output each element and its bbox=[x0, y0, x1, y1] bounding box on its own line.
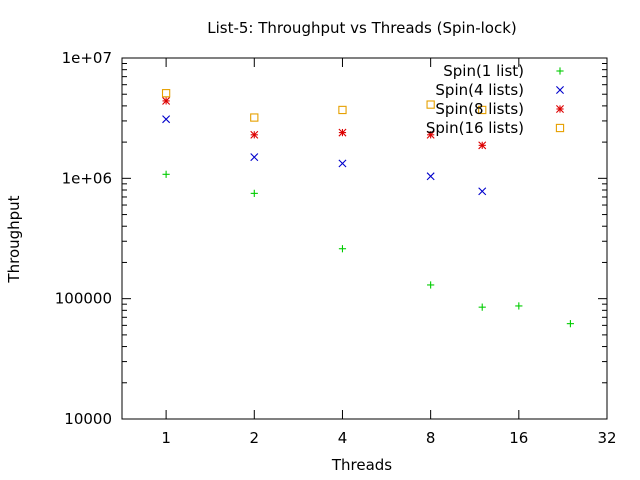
x-tick-label: 16 bbox=[509, 429, 528, 447]
x-tick-labels: 1 2 4 8 16 32 bbox=[161, 429, 616, 447]
data-point bbox=[515, 302, 523, 310]
data-point bbox=[478, 187, 487, 196]
legend: Spin(1 list)Spin(4 lists)Spin(8 lists)Sp… bbox=[426, 62, 565, 137]
legend-label: Spin(8 lists) bbox=[435, 100, 524, 118]
legend-label: Spin(4 lists) bbox=[435, 81, 524, 99]
data-point bbox=[338, 105, 347, 115]
data-point bbox=[250, 130, 259, 139]
x-axis-label: Threads bbox=[331, 456, 392, 474]
chart-title: List-5: Throughput vs Threads (Spin-lock… bbox=[207, 19, 517, 37]
series bbox=[162, 170, 575, 328]
data-point bbox=[162, 115, 171, 124]
series bbox=[162, 96, 487, 150]
y-tick-label: 100000 bbox=[55, 290, 112, 308]
y-tick-labels: 10000 100000 1e+06 1e+07 bbox=[55, 49, 112, 428]
data-point bbox=[426, 100, 435, 109]
data-point bbox=[426, 130, 435, 139]
axis-ticks bbox=[122, 57, 608, 420]
legend-marker bbox=[556, 67, 564, 75]
x-tick-label: 32 bbox=[597, 429, 616, 447]
x-tick-label: 1 bbox=[161, 429, 171, 447]
legend-marker bbox=[556, 105, 564, 113]
y-tick-label: 10000 bbox=[64, 410, 112, 428]
data-point bbox=[478, 303, 486, 311]
data-point bbox=[250, 153, 259, 162]
data-point bbox=[338, 128, 347, 137]
data-point bbox=[250, 189, 258, 197]
data-point bbox=[338, 245, 347, 253]
data-points bbox=[161, 89, 575, 328]
series bbox=[161, 89, 487, 122]
y-axis-label: Throughput bbox=[5, 195, 23, 283]
legend-label: Spin(16 lists) bbox=[426, 119, 524, 137]
data-point bbox=[250, 113, 259, 122]
legend-marker bbox=[556, 86, 564, 94]
data-point bbox=[162, 96, 171, 105]
data-point bbox=[162, 170, 170, 178]
data-point bbox=[478, 105, 487, 115]
legend-label: Spin(1 list) bbox=[443, 62, 524, 80]
data-point bbox=[427, 281, 435, 289]
x-tick-label: 2 bbox=[250, 429, 260, 447]
series bbox=[162, 115, 487, 196]
data-point bbox=[161, 89, 171, 98]
plot-frame bbox=[121, 57, 608, 420]
data-point bbox=[478, 141, 487, 150]
x-tick-label: 8 bbox=[426, 429, 436, 447]
data-point bbox=[566, 320, 575, 328]
y-tick-label: 1e+07 bbox=[62, 49, 112, 67]
data-point bbox=[426, 172, 435, 181]
legend-marker bbox=[555, 123, 565, 133]
data-point bbox=[338, 159, 347, 168]
x-tick-label: 4 bbox=[338, 429, 348, 447]
y-tick-label: 1e+06 bbox=[62, 169, 112, 187]
